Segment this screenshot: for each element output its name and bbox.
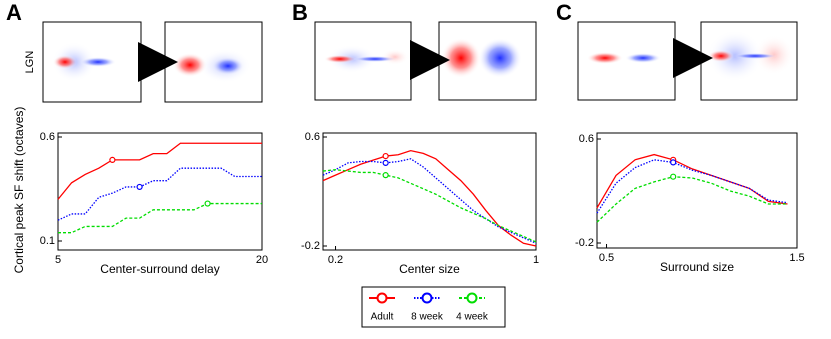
x-tick-label: 0.2 — [328, 254, 343, 266]
x-axis-label: Surround size — [660, 260, 734, 274]
x-tick-label: 20 — [256, 254, 268, 266]
point-marker — [204, 200, 211, 207]
point-marker — [382, 159, 389, 166]
series-line — [596, 153, 788, 209]
x-axis-label: Center size — [399, 262, 460, 276]
y-tick-label: 0.6 — [579, 133, 594, 145]
point-marker — [136, 183, 143, 191]
series-line — [57, 167, 262, 221]
point-marker — [382, 152, 389, 160]
series-line — [322, 169, 537, 243]
panel-label: C — [556, 0, 572, 25]
x-tick-label: 0.5 — [599, 252, 614, 264]
legend-marker — [376, 292, 388, 304]
series-line — [58, 202, 262, 234]
point-marker — [382, 172, 389, 179]
legend-label: 4 week — [456, 312, 489, 323]
panel-label: B — [292, 0, 308, 25]
x-axis-label: Center-surround delay — [100, 262, 219, 276]
y-tick-label: -0.2 — [301, 240, 320, 252]
legend-label: Adult — [371, 312, 394, 323]
legend-marker — [421, 292, 433, 304]
point-marker — [670, 159, 677, 166]
series-line — [596, 176, 788, 223]
point-marker — [670, 173, 677, 180]
series-line — [57, 142, 262, 200]
point-marker — [109, 156, 116, 163]
y-tick-label: 0.6 — [40, 131, 55, 143]
axes-frame — [322, 132, 537, 251]
legend-marker — [466, 292, 478, 304]
y-tick-label: 0.1 — [40, 235, 55, 247]
x-tick-label: 1 — [533, 254, 539, 266]
panel-label: A — [6, 0, 22, 25]
y-tick-label: -0.2 — [575, 237, 594, 249]
axes-frame — [596, 132, 798, 249]
y-tick-label: 0.6 — [305, 131, 320, 143]
x-tick-label: 1.5 — [789, 252, 804, 264]
y-axis-label: Cortical peak SF shift (octaves) — [12, 107, 26, 274]
lgn-label: LGN — [24, 51, 36, 74]
series-line — [322, 149, 537, 247]
lgn-images — [42, 21, 798, 103]
series-line — [322, 158, 537, 244]
series-line — [596, 159, 788, 214]
legend-box — [361, 286, 506, 328]
x-tick-label: 5 — [55, 254, 61, 266]
legend-label: 8 week — [411, 312, 444, 323]
axes-frame — [57, 132, 263, 251]
